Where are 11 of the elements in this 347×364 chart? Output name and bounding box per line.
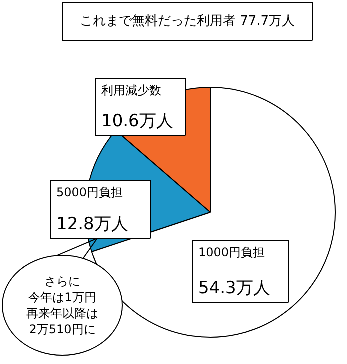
text: さらに: [44, 274, 80, 288]
slice-label: 利用減少数: [102, 84, 162, 98]
chart-title: これまで無料だった利用者 77.7万人: [80, 14, 296, 29]
text: 再来年以降は: [26, 306, 98, 320]
slice-label: 1000円負担: [198, 246, 266, 260]
text: 2万510円に: [29, 322, 96, 336]
data-label: 54.3万人: [198, 278, 270, 298]
text: 今年は1万円: [28, 290, 96, 304]
slice-label: 5000円負担: [56, 186, 124, 200]
data-label: 12.8万人: [56, 214, 128, 234]
data-label: 10.6万人: [102, 112, 174, 132]
